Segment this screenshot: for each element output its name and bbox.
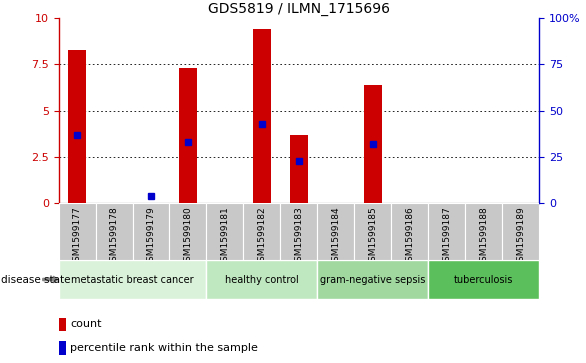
Bar (243, 203, 280, 260)
Text: GSM1599184: GSM1599184 (331, 206, 340, 267)
Text: GSM1599183: GSM1599183 (294, 206, 304, 267)
Bar (355, 203, 391, 260)
Bar (280, 203, 318, 260)
Bar (59, 318, 66, 331)
Text: GSM1599188: GSM1599188 (479, 206, 488, 267)
Text: healthy control: healthy control (225, 274, 299, 285)
Bar (96, 203, 132, 260)
Bar (465, 203, 502, 260)
Bar (59, 203, 96, 260)
Text: GSM1599182: GSM1599182 (257, 206, 267, 267)
Bar (318, 260, 428, 299)
Text: GSM1599189: GSM1599189 (516, 206, 525, 267)
Text: metastatic breast cancer: metastatic breast cancer (71, 274, 194, 285)
Bar (289, 135, 308, 203)
Bar (179, 68, 197, 203)
Text: GSM1599187: GSM1599187 (442, 206, 451, 267)
Bar (68, 50, 86, 203)
Bar (206, 203, 243, 260)
Bar (502, 203, 539, 260)
Bar (363, 85, 382, 203)
Bar (318, 203, 355, 260)
Text: tuberculosis: tuberculosis (454, 274, 513, 285)
Title: GDS5819 / ILMN_1715696: GDS5819 / ILMN_1715696 (208, 2, 390, 16)
Text: GSM1599178: GSM1599178 (110, 206, 118, 267)
Text: percentile rank within the sample: percentile rank within the sample (70, 343, 258, 353)
Bar (428, 260, 539, 299)
Bar (169, 203, 206, 260)
Bar (59, 342, 66, 355)
Bar (253, 29, 271, 203)
Bar (391, 203, 428, 260)
Bar (59, 260, 206, 299)
Text: GSM1599181: GSM1599181 (220, 206, 230, 267)
Text: GSM1599180: GSM1599180 (183, 206, 192, 267)
Text: GSM1599177: GSM1599177 (73, 206, 81, 267)
Bar (206, 260, 318, 299)
Text: gram-negative sepsis: gram-negative sepsis (320, 274, 425, 285)
Bar (132, 203, 169, 260)
Text: disease state: disease state (1, 274, 71, 285)
Text: GSM1599186: GSM1599186 (406, 206, 414, 267)
Text: GSM1599185: GSM1599185 (368, 206, 377, 267)
Text: GSM1599179: GSM1599179 (146, 206, 155, 267)
Text: count: count (70, 319, 101, 330)
Bar (428, 203, 465, 260)
